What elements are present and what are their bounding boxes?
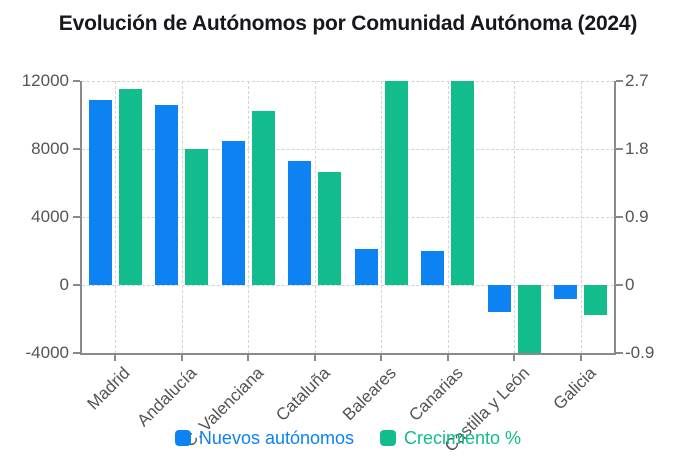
y-right-tick-0-9 xyxy=(616,216,623,218)
gridline-v-c-valenciana xyxy=(248,81,250,353)
legend-item-nuevos-autonomos[interactable]: Nuevos autónomos xyxy=(174,427,355,449)
x-tick-andalucia xyxy=(180,355,183,361)
bar-crecimiento-andalucia[interactable] xyxy=(185,149,209,285)
bar-nuevos-autonomos-cataluna[interactable] xyxy=(288,160,312,285)
bar-crecimiento-c-valenciana[interactable] xyxy=(251,111,275,285)
bar-crecimiento-baleares[interactable] xyxy=(384,81,408,285)
legend-item-crecimiento[interactable]: Crecimiento % xyxy=(380,427,521,449)
gridline-h-4000 xyxy=(82,217,614,218)
y-left-tick-label--4000: -4000 xyxy=(25,343,69,362)
bar-crecimiento-galicia[interactable] xyxy=(584,285,608,316)
y-left-tick--4000 xyxy=(73,352,80,354)
x-tick-label-canarias: Canarias xyxy=(404,363,467,425)
gridline-h-0 xyxy=(82,285,614,286)
y-right-tick-label-0-9: 0.9 xyxy=(625,207,649,226)
x-tick-galicia xyxy=(579,355,582,361)
legend-marker-nuevos-autonomos-icon xyxy=(174,430,191,446)
gridline-v-canarias xyxy=(447,81,449,353)
gridline-h-8000 xyxy=(82,149,614,150)
y-left-tick-label-4000: 4000 xyxy=(31,207,69,226)
x-tick-label-cataluna: Cataluña xyxy=(271,363,334,425)
y-left-tick-label-12000: 12000 xyxy=(21,71,69,90)
y-axis-left-line xyxy=(80,81,82,355)
y-right-tick-label-2-7: 2.7 xyxy=(625,71,649,90)
y-left-tick-12000 xyxy=(73,80,80,82)
x-tick-label-andalucia: Andalucía xyxy=(133,363,201,431)
gridline-v-madrid xyxy=(115,81,117,353)
legend: Nuevos autónomos Crecimiento % xyxy=(0,427,696,449)
x-tick-c-valenciana xyxy=(247,355,250,361)
gridline-v-castilla-y-leon xyxy=(514,81,516,353)
x-tick-label-baleares: Baleares xyxy=(339,363,400,425)
bar-nuevos-autonomos-castilla-y-leon[interactable] xyxy=(487,285,511,313)
gridline-v-galicia xyxy=(580,81,582,353)
x-tick-madrid xyxy=(114,355,117,361)
x-tick-label-galicia: Galicia xyxy=(549,363,600,414)
gridline-v-andalucia xyxy=(181,81,183,353)
bar-nuevos-autonomos-c-valenciana[interactable] xyxy=(221,140,245,285)
y-left-tick-label-8000: 8000 xyxy=(31,139,69,158)
x-tick-label-madrid: Madrid xyxy=(83,363,134,414)
bar-nuevos-autonomos-andalucia[interactable] xyxy=(155,104,179,285)
bar-crecimiento-cataluna[interactable] xyxy=(318,171,342,285)
y-right-tick--0-9 xyxy=(616,352,623,354)
y-right-tick-1-8 xyxy=(616,148,623,150)
x-tick-canarias xyxy=(446,355,449,361)
bar-crecimiento-canarias[interactable] xyxy=(451,81,475,285)
y-right-tick-label-0: 0 xyxy=(625,275,635,294)
legend-marker-crecimiento-icon xyxy=(380,430,397,446)
y-left-tick-label-0: 0 xyxy=(59,275,69,294)
x-tick-cataluna xyxy=(313,355,316,361)
y-left-tick-0 xyxy=(73,284,80,286)
y-left-tick-8000 xyxy=(73,148,80,150)
legend-label-nuevos-autonomos: Nuevos autónomos xyxy=(198,428,355,448)
gridline-h-12000 xyxy=(82,81,614,82)
x-axis-line xyxy=(80,353,616,355)
bar-nuevos-autonomos-canarias[interactable] xyxy=(421,251,445,285)
gridline-v-cataluna xyxy=(314,81,316,353)
x-tick-baleares xyxy=(380,355,383,361)
plot-area: 12000 8000 4000 0 -4000 2.7 1.8 0.9 0 -0.9 Madrid A… xyxy=(22,72,655,456)
bar-nuevos-autonomos-galicia[interactable] xyxy=(554,285,578,299)
y-right-tick-2-7 xyxy=(616,80,623,82)
bar-nuevos-autonomos-madrid[interactable] xyxy=(88,99,112,285)
x-tick-castilla-y-leon xyxy=(513,355,516,361)
bar-nuevos-autonomos-baleares[interactable] xyxy=(354,249,378,285)
y-right-tick-label-1-8: 1.8 xyxy=(625,139,649,158)
y-right-tick-label--0-9: -0.9 xyxy=(625,343,655,362)
y-right-tick-0 xyxy=(616,284,623,286)
y-axis-right-line xyxy=(614,81,616,355)
bar-crecimiento-castilla-y-leon[interactable] xyxy=(517,285,541,353)
bar-crecimiento-madrid[interactable] xyxy=(118,88,142,285)
y-left-tick-4000 xyxy=(73,216,80,218)
chart-title: Evolución de Autónomos por Comunidad Aut… xyxy=(58,12,638,35)
gridline-v-baleares xyxy=(381,81,383,353)
legend-label-crecimiento: Crecimiento % xyxy=(404,428,522,448)
